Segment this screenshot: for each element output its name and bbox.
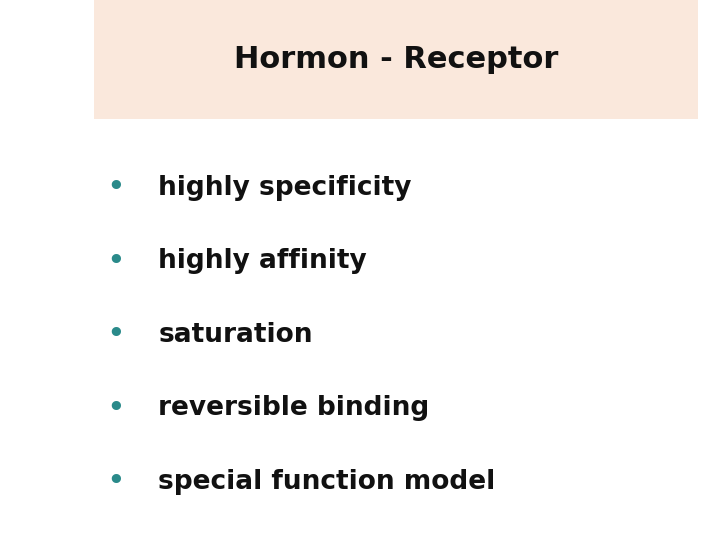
- Text: •: •: [106, 172, 125, 204]
- Text: •: •: [106, 466, 125, 497]
- Text: •: •: [106, 393, 125, 424]
- Text: highly affinity: highly affinity: [158, 248, 367, 274]
- Text: reversible binding: reversible binding: [158, 395, 430, 421]
- Text: •: •: [106, 319, 125, 350]
- FancyBboxPatch shape: [94, 0, 698, 119]
- Text: special function model: special function model: [158, 469, 495, 495]
- Text: saturation: saturation: [158, 322, 313, 348]
- Text: •: •: [106, 246, 125, 277]
- Text: Hormon - Receptor: Hormon - Receptor: [234, 45, 558, 74]
- Text: highly specificity: highly specificity: [158, 175, 412, 201]
